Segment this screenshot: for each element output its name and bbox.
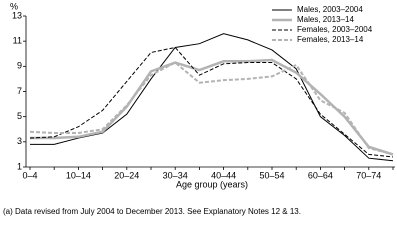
legend-label: Males, 2013–14 [297,15,354,24]
legend-label: Females, 2013–14 [297,35,364,44]
y-tick-label: 7 [17,86,22,96]
x-tick-label: 70–74 [356,170,381,180]
y-tick-label: 3 [17,136,22,146]
chart: % Age group (years) (a) Data revised fro… [3,1,395,216]
y-axis-label: % [10,1,18,11]
x-tick-label: 10–14 [66,170,91,180]
y-tick-label: 1 [17,161,22,171]
line [30,58,394,156]
line [29,46,394,158]
legend-label: Females, 2003–2004 [297,25,373,34]
line [29,61,394,156]
line [30,33,394,162]
x-tick-label: 0–4 [22,170,37,180]
x-tick-label: 40–44 [211,170,236,180]
x-axis-label: Age group (years) [176,179,248,189]
footnote: (a) Data revised from July 2004 to Decem… [3,207,301,216]
x-tick-label: 60–64 [308,170,333,180]
x-tick-label: 50–54 [259,170,284,180]
y-tick-label: 13 [12,10,22,20]
x-tick-label: 30–34 [163,170,188,180]
y-tick-label: 9 [17,61,22,71]
y-tick-label: 5 [17,111,22,121]
y-tick-label: 11 [13,36,22,46]
x-tick-label: 20–24 [114,170,139,180]
legend-label: Males, 2003–2004 [297,5,363,14]
